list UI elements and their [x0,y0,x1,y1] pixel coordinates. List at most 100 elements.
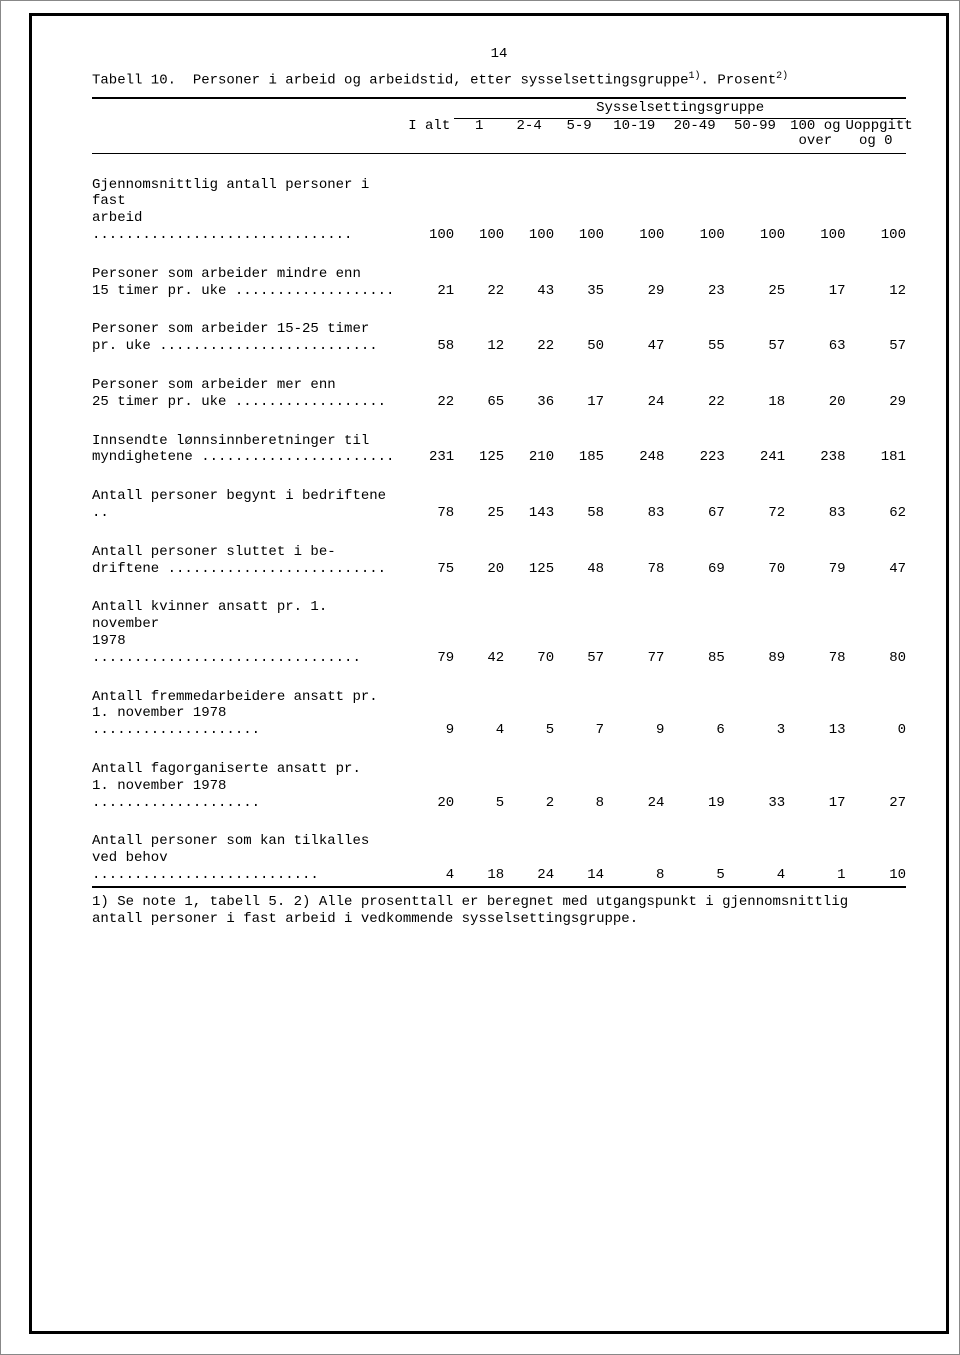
cell-value: 4 [404,811,454,883]
cell-value: 47 [604,299,664,355]
title-prefix: Tabell 10. [92,73,176,89]
row-label: Antall kvinner ansatt pr. 1. november 19… [92,599,361,665]
table-row: Antall personer som kan tilkalles ved be… [92,811,906,883]
table-row: Antall fremmedarbeidere ansatt pr. 1. no… [92,667,906,739]
cell-value: 0 [846,667,907,739]
cell-value: 9 [404,667,454,739]
cell-value: 83 [604,466,664,522]
cell-value: 2 [504,739,554,811]
cell-value: 43 [504,244,554,300]
cell-value: 55 [664,299,724,355]
col-header: 100 og over [785,118,845,151]
cell-value: 35 [554,244,604,300]
table-row: Personer som arbeider mer enn 25 timer p… [92,355,906,411]
table-title: Tabell 10. Personer i arbeid og arbeidst… [92,68,906,93]
cell-value: 25 [725,244,785,300]
cell-value: 58 [554,466,604,522]
col-header: 10-19 [604,118,664,151]
cell-value: 78 [785,577,845,666]
row-label: Personer som arbeider 15-25 timer pr. uk… [92,321,378,354]
cell-value: 57 [846,299,907,355]
cell-value: 210 [504,411,554,467]
cell-value: 8 [604,811,664,883]
cell-value: 17 [785,739,845,811]
cell-value: 22 [664,355,724,411]
cell-value: 13 [785,667,845,739]
cell-value: 6 [664,667,724,739]
col-header-spanner: Sysselsettingsgruppe [454,101,906,118]
footnote: 1) Se note 1, tabell 5. 2) Alle prosentt… [92,894,906,928]
title-sup-2: 2) [776,71,788,82]
cell-value: 29 [604,244,664,300]
cell-value: 1 [785,811,845,883]
cell-value: 20 [454,522,504,578]
cell-value: 181 [846,411,907,467]
cell-value: 80 [846,577,907,666]
cell-value: 8 [554,739,604,811]
table-row: Innsendte lønnsinnberetninger til myndig… [92,411,906,467]
cell-value: 89 [725,577,785,666]
cell-value: 83 [785,466,845,522]
bottom-rule [92,886,906,888]
cell-value: 42 [454,577,504,666]
title-suffix: . Prosent [701,73,777,89]
cell-value: 24 [604,739,664,811]
row-label: Antall personer sluttet i be- driftene .… [92,544,386,577]
cell-value: 100 [554,155,604,244]
cell-value: 18 [454,811,504,883]
cell-value: 17 [554,355,604,411]
row-label: Gjennomsnittlig antall personer i fast a… [92,177,378,243]
cell-value: 78 [604,522,664,578]
row-label: Antall personer som kan tilkalles ved be… [92,833,369,883]
table-body: Gjennomsnittlig antall personer i fast a… [92,155,906,884]
cell-value: 50 [554,299,604,355]
cell-value: 14 [554,811,604,883]
cell-value: 143 [504,466,554,522]
cell-value: 22 [504,299,554,355]
cell-value: 10 [846,811,907,883]
cell-value: 27 [846,739,907,811]
cell-value: 3 [725,667,785,739]
table-row: Gjennomsnittlig antall personer i fast a… [92,155,906,244]
cell-value: 17 [785,244,845,300]
cell-value: 22 [454,244,504,300]
cell-value: 72 [725,466,785,522]
cell-value: 57 [554,577,604,666]
cell-value: 24 [604,355,664,411]
table-row: Personer som arbeider mindre enn 15 time… [92,244,906,300]
row-label: Innsendte lønnsinnberetninger til myndig… [92,433,394,466]
title-sup-1: 1) [689,71,701,82]
page-number: 14 [92,46,906,62]
cell-value: 5 [504,667,554,739]
cell-value: 100 [785,155,845,244]
cell-value: 9 [604,667,664,739]
cell-value: 62 [846,466,907,522]
row-label: Personer som arbeider mindre enn 15 time… [92,266,394,299]
cell-value: 58 [404,299,454,355]
cell-value: 223 [664,411,724,467]
row-label: Antall fagorganiserte ansatt pr. 1. nove… [92,761,361,811]
cell-value: 79 [785,522,845,578]
cell-value: 78 [404,466,454,522]
cell-value: 65 [454,355,504,411]
cell-value: 4 [454,667,504,739]
col-header: 2-4 [504,118,554,151]
cell-value: 238 [785,411,845,467]
cell-value: 48 [554,522,604,578]
cell-value: 67 [664,466,724,522]
cell-value: 231 [404,411,454,467]
table-row: Antall kvinner ansatt pr. 1. november 19… [92,577,906,666]
cell-value: 125 [504,522,554,578]
cell-value: 5 [454,739,504,811]
cell-value: 70 [504,577,554,666]
header-row-spanner: I alt Sysselsettingsgruppe [92,101,906,118]
cell-value: 22 [404,355,454,411]
cell-value: 241 [725,411,785,467]
cell-value: 29 [846,355,907,411]
cell-value: 18 [725,355,785,411]
cell-value: 75 [404,522,454,578]
cell-value: 100 [404,155,454,244]
table-row: Personer som arbeider 15-25 timer pr. uk… [92,299,906,355]
cell-value: 100 [454,155,504,244]
cell-value: 12 [846,244,907,300]
